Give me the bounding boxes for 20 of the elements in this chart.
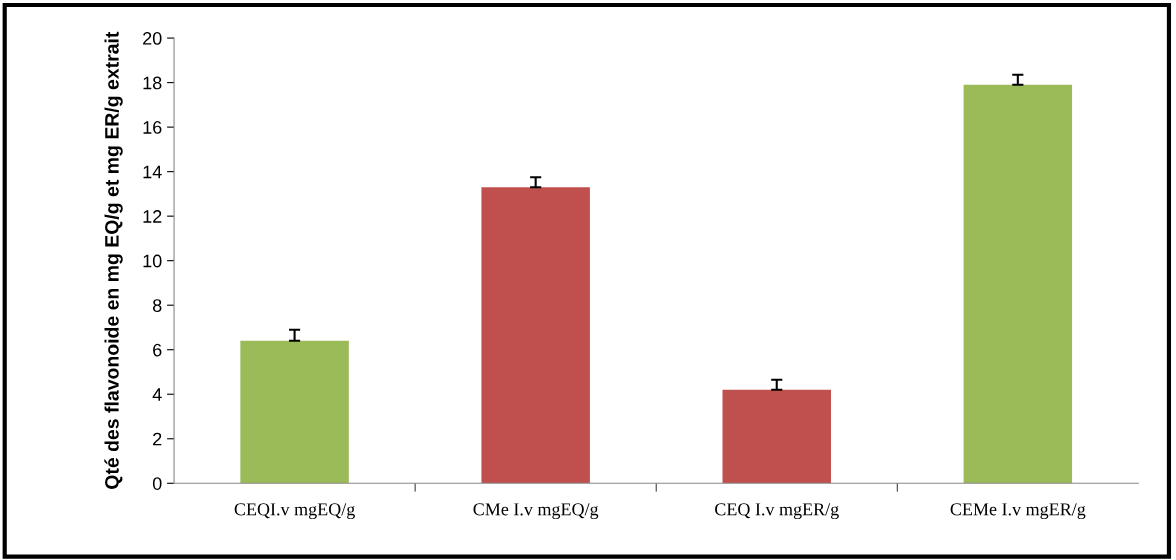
y-tick-label: 14	[143, 165, 162, 179]
y-tick-label: 10	[143, 254, 162, 268]
y-tick-label: 12	[143, 210, 162, 223]
y-tick-label: 20	[143, 32, 162, 45]
bar	[963, 84, 1073, 484]
x-tick-label: CMe I.v mgEQ/g	[473, 503, 599, 520]
bar	[240, 340, 349, 484]
bar	[722, 389, 831, 484]
y-tick-label: 0	[152, 477, 162, 490]
y-tick-label: 16	[143, 121, 162, 134]
y-tick-label: 6	[153, 343, 162, 357]
y-tick-label: 18	[143, 76, 162, 90]
x-tick-label: CEQI.v mgEQ/g	[234, 503, 355, 520]
y-tick-label: 2	[153, 432, 162, 446]
y-tick-label: 4	[152, 388, 162, 401]
y-axis-title: Qté des flavonoide en mg EQ/g et mg ER/g extrait	[104, 31, 123, 489]
x-tick-label: CEMe I.v mgER/g	[950, 503, 1086, 520]
y-tick-label: 8	[152, 299, 162, 312]
x-tick-label: CEQ I.v mgER/g	[715, 503, 839, 520]
bar	[481, 187, 590, 484]
